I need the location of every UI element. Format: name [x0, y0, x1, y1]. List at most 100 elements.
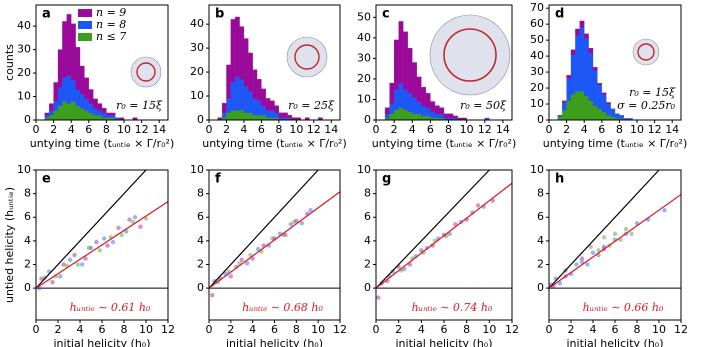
histogram-bar: [597, 84, 602, 109]
histogram-bar: [230, 19, 236, 82]
knot-curve: [136, 62, 156, 82]
histogram-bar: [226, 112, 231, 121]
histogram-bar: [235, 76, 240, 111]
scatter-point: [590, 250, 596, 255]
scatter-point: [585, 262, 590, 267]
histogram-bar: [421, 86, 427, 106]
histogram-bar: [269, 100, 275, 111]
knot-curve: [443, 28, 497, 82]
scatter-point: [557, 281, 563, 286]
x-tick-label: 8: [463, 323, 470, 336]
histogram-bar: [398, 82, 404, 108]
reference-line: [35, 169, 147, 289]
histogram-bar: [562, 102, 567, 111]
histogram-bar: [57, 105, 63, 121]
histogram-bar: [403, 89, 408, 110]
x-tick-label: 8: [634, 323, 641, 336]
panel: 0 2 4 6 8 10 12 0 2 4 6 8 10 hᵤₙₜᵢₑ ∼ 0.61 h₀ e initial…: [3, 163, 175, 347]
plot-frame: [208, 4, 341, 121]
x-tick-label: 10: [652, 323, 666, 336]
histogram-bar: [53, 110, 59, 121]
histogram-bar: [221, 103, 227, 113]
histogram-bar: [384, 113, 390, 119]
histogram-bar: [425, 93, 431, 108]
x-axis-label: untying time (tᵤₙₜᵢₑ × Γ/r₀²): [30, 137, 175, 150]
histogram-bar: [421, 105, 427, 117]
x-tick-label: 4: [240, 123, 247, 136]
histogram-bar: [248, 52, 253, 92]
histogram-bar: [248, 112, 253, 121]
histogram-bar: [66, 75, 72, 104]
y-tick-label: 10: [530, 97, 544, 110]
histogram-bar: [412, 62, 417, 98]
y-tick-label: 8: [197, 187, 204, 200]
histogram-bar: [62, 21, 67, 78]
y-tick-label: 40: [530, 49, 544, 62]
x-tick-label: 2: [55, 323, 62, 336]
histogram-bar: [278, 112, 284, 118]
legend-swatch: [78, 9, 92, 17]
y-tick-label: 0: [197, 113, 204, 126]
histogram-bar: [221, 112, 227, 118]
scatter-point: [127, 217, 132, 222]
histogram-bar: [575, 28, 580, 36]
panel-label: f: [215, 172, 221, 187]
scatter-point: [58, 274, 63, 279]
y-tick-label: 10: [357, 163, 371, 176]
y-tick-label: 30: [530, 65, 544, 78]
y-tick-label: 40: [357, 31, 371, 44]
histogram-bar: [389, 103, 395, 114]
scatter-point: [270, 236, 275, 241]
x-tick-label: 2: [568, 323, 575, 336]
histogram-bar: [49, 115, 54, 121]
y-tick-label: 8: [24, 187, 31, 200]
x-tick-label: 10: [289, 123, 303, 136]
histogram-bar: [606, 103, 611, 116]
histogram-bar: [44, 115, 50, 118]
scatter-point: [212, 278, 217, 284]
histogram-bar: [75, 47, 81, 90]
plot-frame: [548, 169, 682, 321]
knot-illustrations: [130, 14, 660, 96]
histogram-bar: [261, 105, 266, 116]
annotation: r₀ = 15ξ: [629, 86, 676, 99]
fit-line: [375, 182, 513, 289]
knot-tube: [286, 36, 328, 78]
histogram-bar: [425, 115, 431, 121]
histogram-bar: [412, 113, 417, 121]
x-tick-label: 6: [612, 323, 619, 336]
histogram-bar: [97, 110, 103, 116]
fit-line: [35, 201, 169, 289]
histogram-bar: [93, 108, 98, 116]
scatter-point: [288, 222, 294, 227]
histogram-bar: [88, 103, 94, 114]
y-tick-label: 8: [537, 187, 544, 200]
histogram-bar: [84, 110, 89, 121]
scatter-point: [601, 235, 607, 240]
histogram-bar: [75, 105, 81, 121]
y-tick-label: 4: [364, 234, 371, 247]
scatter-point: [94, 239, 99, 245]
panel: 0 2 4 6 8 10 12 0 2 4 6 8 10 hᵤₙₜᵢₑ ∼ 0.74 h₀ g initial…: [357, 163, 519, 347]
histogram-bar: [230, 81, 236, 111]
scatter-point: [80, 262, 85, 267]
scatter-point: [579, 256, 585, 261]
histogram-bar: [71, 23, 76, 81]
histogram-bar: [584, 38, 589, 97]
x-tick-label: 12: [505, 323, 519, 336]
x-tick-label: 12: [674, 323, 688, 336]
histogram-bar: [557, 115, 563, 117]
knot-curve: [294, 44, 320, 70]
histogram-bar: [93, 98, 98, 109]
scatter-point: [97, 248, 103, 253]
histogram-bar: [110, 112, 116, 116]
histogram-bar: [274, 112, 280, 118]
histogram-bar: [570, 49, 576, 55]
histogram-bar: [71, 79, 76, 102]
histogram-bar: [610, 108, 616, 117]
y-tick-label: 6: [24, 210, 31, 223]
histogram-bar: [235, 16, 240, 78]
histogram-bar: [101, 108, 107, 114]
